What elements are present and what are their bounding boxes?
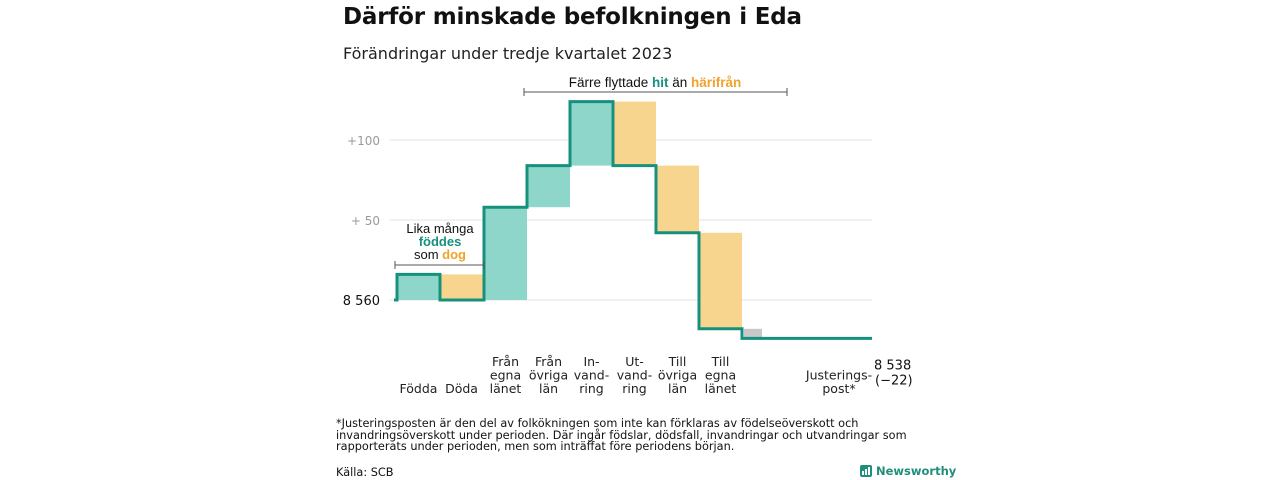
x-category-label: ring — [622, 381, 646, 396]
annotation-migration-mid: än — [668, 75, 691, 90]
y-tick-label: +100 — [347, 134, 380, 148]
x-category-label: vand- — [574, 368, 609, 383]
bar — [656, 165, 699, 233]
x-category-label: Döda — [445, 381, 478, 396]
bar — [613, 101, 656, 166]
footnote: *Justeringsposten är den del av folkökni… — [336, 417, 907, 453]
x-category-label: egna — [705, 368, 736, 383]
x-category-label: län — [668, 381, 687, 396]
annotation-migration: Färre flyttade hit än härifrån — [569, 75, 742, 90]
x-category-label: Till — [711, 354, 730, 369]
annotation-migration-prefix: Färre flyttade — [569, 75, 652, 90]
x-category-label: övriga — [658, 368, 697, 383]
annotation-text: Lika många — [406, 221, 474, 236]
end-value-label: 8 538 — [874, 358, 911, 373]
annotation-som: som — [414, 247, 442, 262]
bar — [527, 165, 570, 208]
annotation-born: föddes — [419, 234, 462, 249]
x-category-label: länet — [490, 381, 522, 396]
brand-name: Newsworthy — [876, 464, 957, 478]
x-category-label: övriga — [529, 368, 568, 383]
x-category-label: Till — [668, 354, 687, 369]
annotation-migration-harifran: härifrån — [691, 75, 741, 90]
end-change-label: (−22) — [875, 373, 913, 388]
x-category-label: Från — [492, 354, 519, 369]
annotation-died: dog — [442, 247, 466, 262]
x-category-label: egna — [490, 368, 521, 383]
bar — [397, 274, 440, 300]
x-category-label: Från — [535, 354, 562, 369]
brand-logo: Newsworthy — [860, 464, 956, 478]
bar — [440, 274, 483, 300]
x-category-label: In- — [583, 354, 599, 369]
bar — [570, 101, 613, 166]
bar — [744, 328, 762, 339]
x-category-label: Justerings- — [805, 368, 872, 383]
x-category-label: Födda — [400, 381, 438, 396]
annotation-som-dog: som dog — [414, 247, 466, 262]
annotation-migration-hit: hit — [652, 75, 669, 90]
bar — [699, 232, 742, 329]
x-category-label: län — [539, 381, 558, 396]
page-title: Därför minskade befolkningen i Eda — [343, 4, 802, 30]
x-category-label: länet — [705, 381, 737, 396]
step-line — [394, 100, 872, 340]
start-value-label: 8 560 — [343, 294, 380, 309]
y-tick-label: + 50 — [351, 214, 380, 228]
x-category-label: Ut- — [625, 354, 644, 369]
page-subtitle: Förändringar under tredje kvartalet 2023 — [343, 44, 673, 63]
x-category-label: vand- — [617, 368, 652, 383]
newsworthy-icon — [860, 465, 872, 477]
source-label: Källa: SCB — [336, 466, 394, 479]
bar — [484, 207, 527, 300]
x-category-label: ring — [579, 381, 603, 396]
x-category-label: post* — [822, 381, 855, 396]
